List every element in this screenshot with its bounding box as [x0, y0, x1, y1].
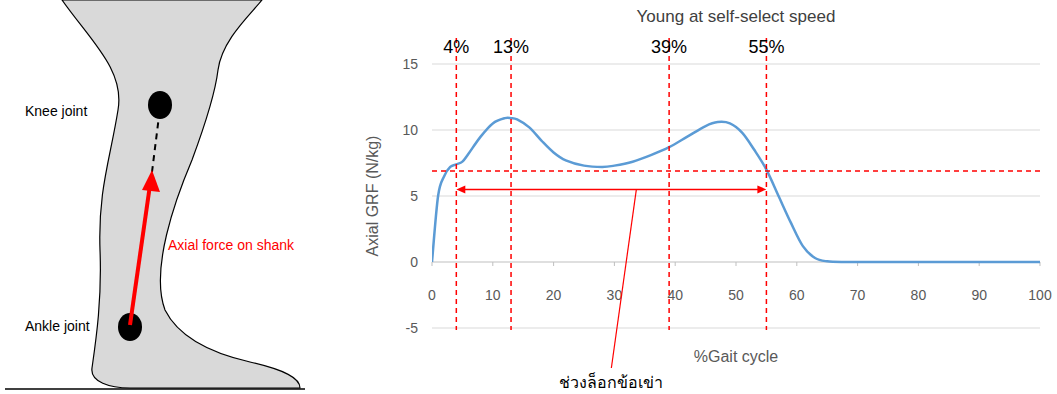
plot-area	[432, 118, 1040, 262]
vline	[766, 38, 768, 330]
ground-line	[5, 388, 305, 390]
chart-title: Young at self-select speed	[637, 7, 836, 26]
vline-label: 13%	[493, 37, 529, 57]
grid-line	[432, 328, 1040, 329]
x-tick	[432, 262, 433, 266]
vline	[456, 38, 458, 330]
x-tick-label: 60	[789, 287, 805, 303]
knee-joint	[148, 91, 172, 119]
x-tick	[492, 262, 493, 266]
leg-diagram	[5, 0, 305, 389]
force-label: Axial force on shank	[168, 237, 295, 253]
x-tick-label: 20	[546, 287, 562, 303]
x-tick-label: 100	[1028, 287, 1052, 303]
pointer-line	[611, 189, 636, 368]
vline-label: 39%	[651, 37, 687, 57]
x-tick-label: 80	[911, 287, 927, 303]
x-tick-label: 10	[485, 287, 501, 303]
x-tick-label: 0	[428, 287, 436, 303]
x-tick-label: 70	[850, 287, 866, 303]
x-tick	[736, 262, 737, 266]
series-line	[432, 118, 1040, 262]
grid-line	[432, 64, 1040, 65]
y-tick-label: 10	[402, 122, 418, 138]
range-arrow	[462, 189, 760, 191]
x-tick-label: 90	[971, 287, 987, 303]
x-tick	[614, 262, 615, 266]
x-tick-label: 30	[607, 287, 623, 303]
hline	[432, 170, 1040, 172]
figure: Knee joint Ankle joint Axial force on shan…	[0, 0, 1057, 394]
y-tick-label: 0	[410, 254, 418, 270]
arrowhead	[757, 185, 766, 193]
x-tick	[553, 262, 554, 266]
arrowhead	[456, 185, 465, 193]
range-label: ช่วงล็อกข้อเข่า	[559, 372, 663, 391]
leg-shape	[62, 0, 300, 388]
x-axis-title: %Gait cycle	[694, 348, 779, 365]
vline-label: 55%	[748, 37, 784, 57]
knee-label: Knee joint	[25, 103, 87, 119]
ankle-label: Ankle joint	[25, 318, 90, 334]
y-tick-label: 15	[402, 56, 418, 72]
grid-line	[432, 196, 1040, 197]
vline	[510, 38, 512, 330]
x-tick	[796, 262, 797, 266]
y-tick-label: 5	[410, 188, 418, 204]
vline	[668, 38, 670, 330]
y-tick-label: -5	[406, 320, 419, 336]
force-arrowhead	[142, 170, 160, 192]
x-tick-label: 50	[728, 287, 744, 303]
grid-line	[432, 130, 1040, 131]
x-tick	[675, 262, 676, 266]
y-axis-title: Axial GRF (N/kg)	[364, 136, 381, 257]
force-arrow	[130, 185, 150, 325]
vline-label: 4%	[443, 37, 469, 57]
